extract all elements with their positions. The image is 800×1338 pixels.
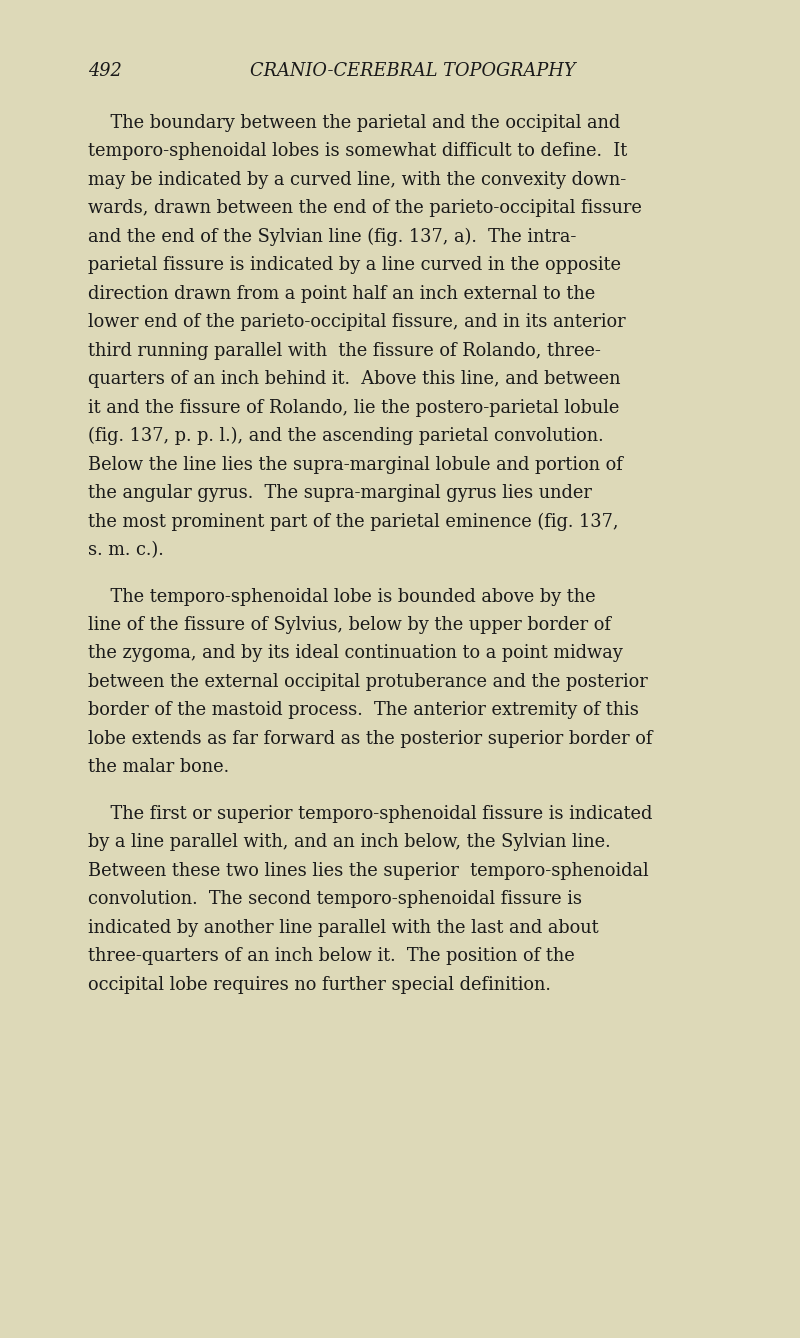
Text: occipital lobe requires no further special definition.: occipital lobe requires no further speci… xyxy=(88,975,551,994)
Text: and the end of the Sylvian line (fig. 137, a).  The intra-: and the end of the Sylvian line (fig. 13… xyxy=(88,227,576,246)
Text: third running parallel with  the fissure of Rolando, three-: third running parallel with the fissure … xyxy=(88,341,601,360)
Text: three-quarters of an inch below it.  The position of the: three-quarters of an inch below it. The … xyxy=(88,947,574,965)
Text: The temporo-sphenoidal lobe is bounded above by the: The temporo-sphenoidal lobe is bounded a… xyxy=(88,587,596,606)
Text: The first or superior temporo-sphenoidal fissure is indicated: The first or superior temporo-sphenoidal… xyxy=(88,805,652,823)
Text: the angular gyrus.  The supra-marginal gyrus lies under: the angular gyrus. The supra-marginal gy… xyxy=(88,484,592,502)
Text: lobe extends as far forward as the posterior superior border of: lobe extends as far forward as the poste… xyxy=(88,731,653,748)
Text: The boundary between the parietal and the occipital and: The boundary between the parietal and th… xyxy=(88,114,620,132)
Text: line of the fissure of Sylvius, below by the upper border of: line of the fissure of Sylvius, below by… xyxy=(88,615,611,634)
Text: direction drawn from a point half an inch external to the: direction drawn from a point half an inc… xyxy=(88,285,595,302)
Text: 492: 492 xyxy=(88,62,122,80)
Text: the zygoma, and by its ideal continuation to a point midway: the zygoma, and by its ideal continuatio… xyxy=(88,645,622,662)
Text: CRANIO-CEREBRAL TOPOGRAPHY: CRANIO-CEREBRAL TOPOGRAPHY xyxy=(250,62,576,80)
Text: between the external occipital protuberance and the posterior: between the external occipital protubera… xyxy=(88,673,648,690)
Text: convolution.  The second temporo-sphenoidal fissure is: convolution. The second temporo-sphenoid… xyxy=(88,890,582,909)
Text: by a line parallel with, and an inch below, the Sylvian line.: by a line parallel with, and an inch bel… xyxy=(88,834,610,851)
Text: the most prominent part of the parietal eminence (fig. 137,: the most prominent part of the parietal … xyxy=(88,512,618,531)
Text: Between these two lines lies the superior  temporo-sphenoidal: Between these two lines lies the superio… xyxy=(88,862,649,880)
Text: Below the line lies the supra-marginal lobule and portion of: Below the line lies the supra-marginal l… xyxy=(88,456,623,474)
Text: the malar bone.: the malar bone. xyxy=(88,759,229,776)
Text: (fig. 137, p. p. l.), and the ascending parietal convolution.: (fig. 137, p. p. l.), and the ascending … xyxy=(88,427,604,446)
Text: quarters of an inch behind it.  Above this line, and between: quarters of an inch behind it. Above thi… xyxy=(88,371,621,388)
Text: s. m. c.).: s. m. c.). xyxy=(88,541,164,559)
Text: indicated by another line parallel with the last and about: indicated by another line parallel with … xyxy=(88,919,598,937)
Text: it and the fissure of Rolando, lie the postero-parietal lobule: it and the fissure of Rolando, lie the p… xyxy=(88,399,619,416)
Text: lower end of the parieto-occipital fissure, and in its anterior: lower end of the parieto-occipital fissu… xyxy=(88,313,626,332)
Text: wards, drawn between the end of the parieto-occipital fissure: wards, drawn between the end of the pari… xyxy=(88,199,642,217)
Text: may be indicated by a curved line, with the convexity down-: may be indicated by a curved line, with … xyxy=(88,171,626,189)
Text: border of the mastoid process.  The anterior extremity of this: border of the mastoid process. The anter… xyxy=(88,701,639,720)
Text: parietal fissure is indicated by a line curved in the opposite: parietal fissure is indicated by a line … xyxy=(88,257,621,274)
Text: temporo-sphenoidal lobes is somewhat difficult to define.  It: temporo-sphenoidal lobes is somewhat dif… xyxy=(88,142,627,161)
